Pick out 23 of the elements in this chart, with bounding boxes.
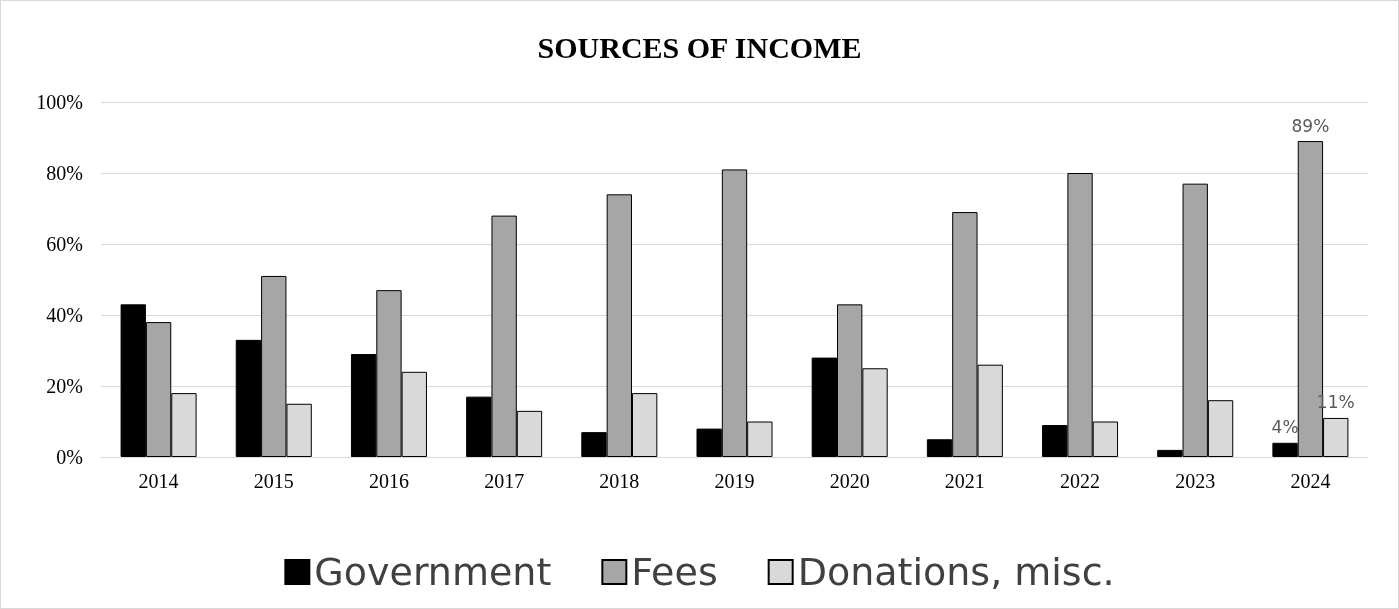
data-label: 4% xyxy=(1271,417,1299,438)
x-tick-label: 2020 xyxy=(829,470,870,492)
y-tick-label: 80% xyxy=(46,162,83,184)
legend-label: Government xyxy=(314,550,552,594)
chart-title: SOURCES OF INCOME xyxy=(537,30,862,64)
y-tick-label: 60% xyxy=(46,233,83,255)
x-tick-label: 2016 xyxy=(368,470,409,492)
x-tick-label: 2022 xyxy=(1060,470,1101,492)
x-tick-label: 2021 xyxy=(944,470,985,492)
y-tick-label: 20% xyxy=(46,375,83,397)
data-label: 89% xyxy=(1291,115,1330,136)
y-tick-label: 0% xyxy=(56,446,83,468)
legend-label: Fees xyxy=(631,550,718,594)
x-tick-label: 2014 xyxy=(138,470,179,492)
x-tick-label: 2023 xyxy=(1175,470,1216,492)
x-tick-label: 2017 xyxy=(484,470,525,492)
x-tick-label: 2015 xyxy=(253,470,294,492)
x-tick-label: 2018 xyxy=(599,470,640,492)
y-tick-label: 100% xyxy=(36,91,83,113)
y-tick-label: 40% xyxy=(46,304,83,326)
x-tick-label: 2019 xyxy=(714,470,755,492)
legend-label: Donations, misc. xyxy=(797,550,1115,594)
x-tick-label: 2024 xyxy=(1290,470,1331,492)
